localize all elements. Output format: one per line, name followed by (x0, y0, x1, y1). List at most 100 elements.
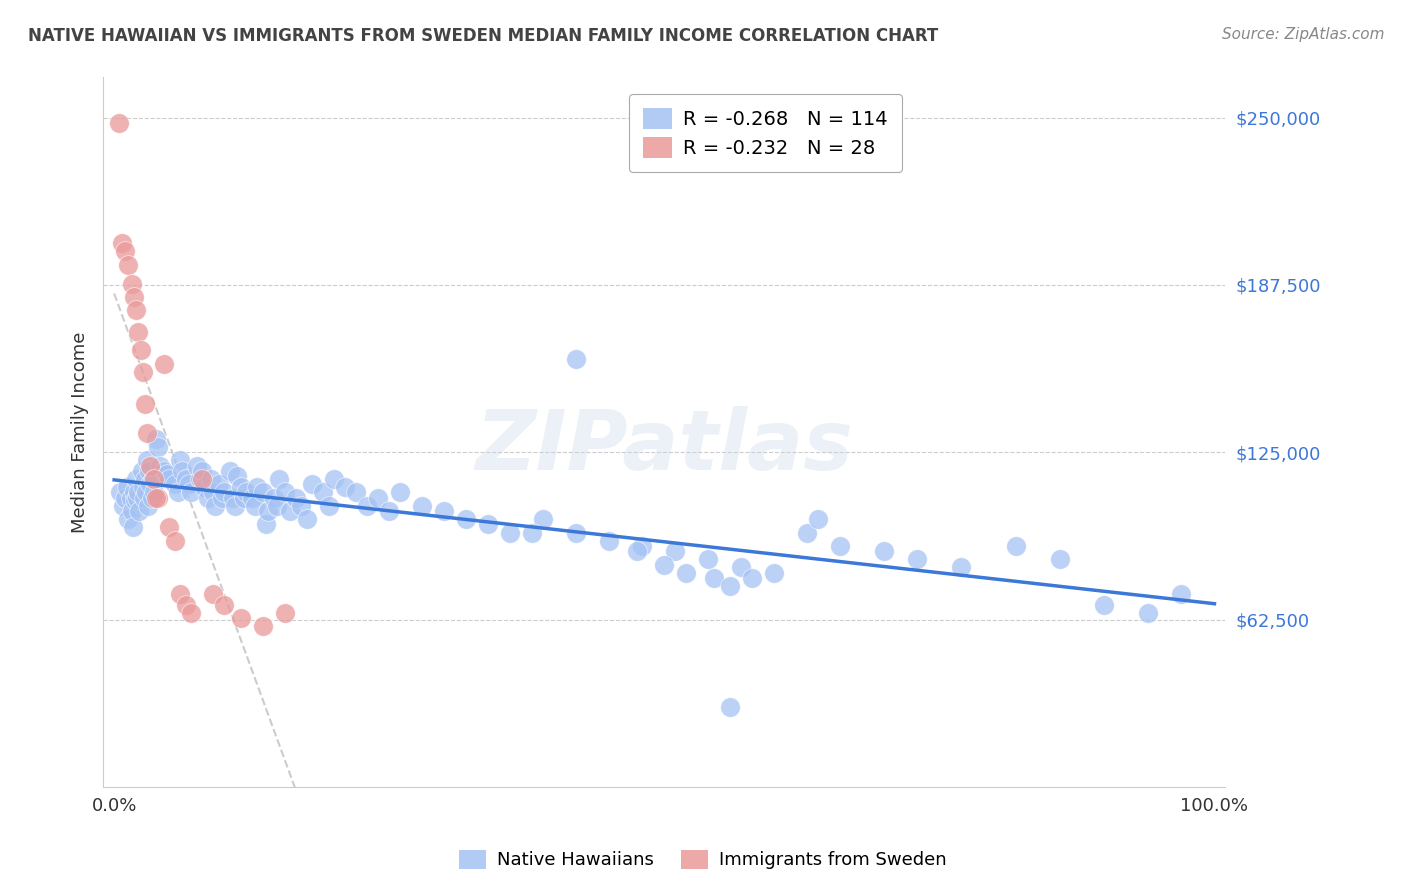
Point (135, 485, 157, 500)
Point (134, 472, 156, 486)
Point (146, 491, 169, 505)
Point (169, 587, 191, 601)
Point (111, 499, 134, 513)
Point (807, 512, 830, 526)
Point (312, 485, 335, 500)
Point (389, 485, 412, 500)
Point (117, 480, 139, 494)
Point (163, 533, 186, 548)
Point (263, 491, 285, 505)
Point (131, 464, 153, 478)
Point (132, 491, 155, 505)
Point (180, 606, 202, 620)
Point (703, 571, 725, 585)
Point (730, 560, 752, 574)
Point (191, 472, 214, 486)
Point (254, 517, 277, 532)
Point (212, 598, 235, 612)
Point (278, 504, 301, 518)
Point (335, 480, 357, 494)
Text: NATIVE HAWAIIAN VS IMMIGRANTS FROM SWEDEN MEDIAN FAMILY INCOME CORRELATION CHART: NATIVE HAWAIIAN VS IMMIGRANTS FROM SWEDE… (28, 27, 938, 45)
Point (1049, 552, 1071, 566)
Point (565, 525, 588, 540)
Point (136, 426, 159, 441)
Point (142, 472, 165, 486)
Point (252, 619, 274, 633)
Point (163, 477, 186, 491)
Point (273, 606, 295, 620)
Legend: Native Hawaiians, Immigrants from Sweden: Native Hawaiians, Immigrants from Sweden (450, 840, 956, 879)
Point (344, 485, 367, 500)
Point (290, 499, 312, 513)
Point (121, 520, 143, 534)
Point (950, 560, 973, 574)
Point (188, 472, 211, 486)
Point (125, 472, 148, 486)
Point (531, 512, 554, 526)
Point (127, 325, 149, 339)
Point (208, 477, 231, 491)
Point (139, 477, 162, 491)
Point (905, 552, 928, 566)
Point (378, 504, 401, 518)
Point (741, 571, 763, 585)
Point (266, 499, 288, 513)
Point (177, 477, 200, 491)
Point (172, 464, 194, 478)
Point (565, 351, 588, 366)
Point (257, 504, 280, 518)
Point (202, 485, 225, 500)
Point (134, 397, 156, 411)
Point (136, 453, 159, 467)
Point (145, 491, 167, 505)
Point (796, 525, 818, 540)
Point (433, 504, 456, 518)
Point (127, 485, 149, 500)
Point (142, 472, 165, 486)
Point (174, 598, 197, 612)
Point (664, 544, 686, 558)
Point (318, 499, 340, 513)
Point (186, 458, 208, 473)
Point (631, 539, 654, 553)
Point (718, 579, 741, 593)
Point (301, 477, 323, 491)
Point (367, 491, 389, 505)
Point (652, 558, 675, 572)
Point (697, 552, 720, 566)
Point (138, 464, 160, 478)
Point (1170, 587, 1192, 601)
Point (121, 504, 143, 518)
Point (157, 520, 180, 534)
Point (114, 491, 136, 505)
Text: ZIPatlas: ZIPatlas (475, 406, 853, 487)
Point (141, 491, 163, 505)
Point (284, 491, 307, 505)
Point (125, 303, 148, 318)
Y-axis label: Median Family Income: Median Family Income (72, 332, 89, 533)
Point (174, 472, 197, 486)
Point (477, 517, 499, 532)
Point (146, 440, 169, 454)
Point (197, 491, 219, 505)
Point (107, 116, 129, 130)
Point (233, 491, 256, 505)
Point (204, 499, 226, 513)
Point (226, 469, 249, 483)
Point (114, 244, 136, 259)
Point (295, 512, 318, 526)
Point (522, 525, 544, 540)
Point (456, 512, 478, 526)
Point (191, 464, 214, 478)
Point (222, 491, 245, 505)
Point (323, 472, 346, 486)
Point (1005, 539, 1028, 553)
Point (252, 485, 274, 500)
Point (626, 544, 648, 558)
Point (873, 544, 896, 558)
Point (211, 491, 233, 505)
Point (718, 699, 741, 714)
Point (273, 485, 295, 500)
Point (243, 499, 266, 513)
Point (157, 472, 180, 486)
